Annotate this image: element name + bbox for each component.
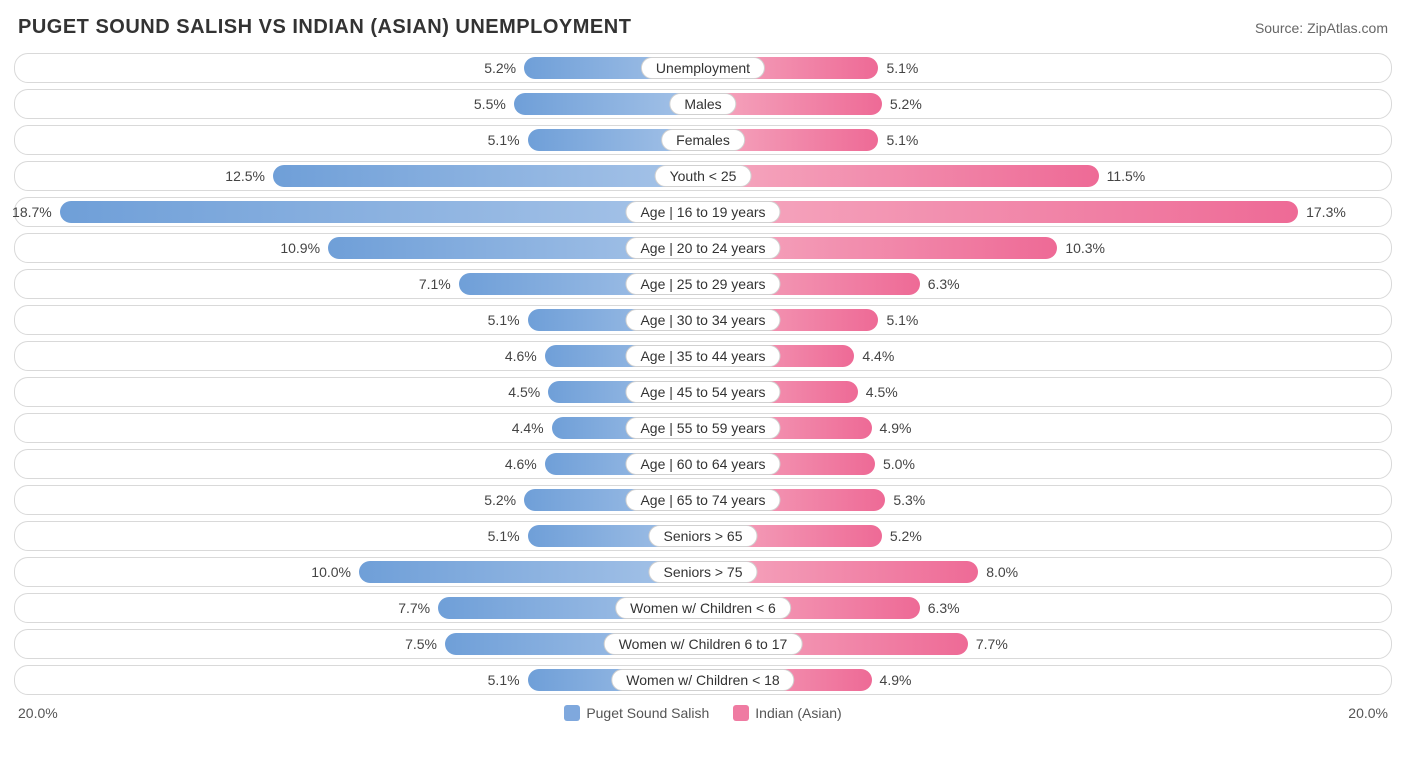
category-label: Age | 65 to 74 years (625, 489, 780, 511)
chart-row: 5.5% 5.2% Males (14, 89, 1392, 119)
value-right: 4.4% (862, 348, 894, 364)
legend: Puget Sound Salish Indian (Asian) (564, 705, 841, 721)
value-left: 10.0% (311, 564, 351, 580)
value-right: 5.2% (890, 96, 922, 112)
chart-footer: 20.0% Puget Sound Salish Indian (Asian) … (14, 701, 1392, 721)
category-label: Age | 16 to 19 years (625, 201, 780, 223)
chart-row: 12.5% 11.5% Youth < 25 (14, 161, 1392, 191)
axis-left-max: 20.0% (18, 705, 58, 721)
category-label: Seniors > 65 (649, 525, 758, 547)
chart-row: 4.5% 4.5% Age | 45 to 54 years (14, 377, 1392, 407)
value-left: 4.5% (508, 384, 540, 400)
value-right: 6.3% (928, 600, 960, 616)
legend-swatch-right (733, 705, 749, 721)
legend-item-right: Indian (Asian) (733, 705, 841, 721)
value-right: 4.9% (880, 672, 912, 688)
value-left: 4.4% (512, 420, 544, 436)
bar-right (703, 165, 1099, 187)
value-left: 5.2% (484, 60, 516, 76)
chart-row: 7.1% 6.3% Age | 25 to 29 years (14, 269, 1392, 299)
chart-row: 10.0% 8.0% Seniors > 75 (14, 557, 1392, 587)
value-left: 4.6% (505, 348, 537, 364)
legend-item-left: Puget Sound Salish (564, 705, 709, 721)
chart-row: 5.1% 5.1% Females (14, 125, 1392, 155)
category-label: Unemployment (641, 57, 765, 79)
value-right: 10.3% (1065, 240, 1105, 256)
value-right: 6.3% (928, 276, 960, 292)
bar-right (703, 201, 1298, 223)
value-right: 5.1% (886, 132, 918, 148)
chart-row: 4.6% 4.4% Age | 35 to 44 years (14, 341, 1392, 371)
category-label: Age | 20 to 24 years (625, 237, 780, 259)
value-right: 4.5% (866, 384, 898, 400)
value-left: 5.1% (488, 132, 520, 148)
chart-row: 10.9% 10.3% Age | 20 to 24 years (14, 233, 1392, 263)
chart-row: 18.7% 17.3% Age | 16 to 19 years (14, 197, 1392, 227)
value-left: 5.5% (474, 96, 506, 112)
value-left: 7.1% (419, 276, 451, 292)
chart-row: 5.1% 5.1% Age | 30 to 34 years (14, 305, 1392, 335)
category-label: Age | 55 to 59 years (625, 417, 780, 439)
axis-right-max: 20.0% (1348, 705, 1388, 721)
chart-row: 5.2% 5.1% Unemployment (14, 53, 1392, 83)
category-label: Seniors > 75 (649, 561, 758, 583)
value-right: 11.5% (1107, 168, 1146, 184)
category-label: Males (669, 93, 736, 115)
value-right: 4.9% (880, 420, 912, 436)
value-right: 5.1% (886, 60, 918, 76)
category-label: Age | 45 to 54 years (625, 381, 780, 403)
chart-row: 7.5% 7.7% Women w/ Children 6 to 17 (14, 629, 1392, 659)
value-left: 5.1% (488, 672, 520, 688)
value-left: 18.7% (12, 204, 52, 220)
value-right: 5.2% (890, 528, 922, 544)
category-label: Women w/ Children < 18 (611, 669, 794, 691)
chart-row: 4.6% 5.0% Age | 60 to 64 years (14, 449, 1392, 479)
value-left: 5.2% (484, 492, 516, 508)
bar-left (60, 201, 703, 223)
value-left: 10.9% (280, 240, 320, 256)
chart-title: PUGET SOUND SALISH VS INDIAN (ASIAN) UNE… (18, 16, 631, 39)
category-label: Age | 30 to 34 years (625, 309, 780, 331)
value-right: 7.7% (976, 636, 1008, 652)
value-left: 4.6% (505, 456, 537, 472)
chart-header: PUGET SOUND SALISH VS INDIAN (ASIAN) UNE… (14, 10, 1392, 53)
value-right: 5.3% (893, 492, 925, 508)
value-left: 7.5% (405, 636, 437, 652)
chart-source: Source: ZipAtlas.com (1255, 20, 1388, 36)
value-left: 12.5% (225, 168, 265, 184)
diverging-bar-chart: 5.2%5.1%Unemployment5.5%5.2%Males5.1%5.1… (14, 53, 1392, 695)
category-label: Youth < 25 (655, 165, 752, 187)
value-left: 5.1% (488, 312, 520, 328)
chart-row: 7.7% 6.3% Women w/ Children < 6 (14, 593, 1392, 623)
legend-label-right: Indian (Asian) (755, 705, 841, 721)
value-right: 8.0% (986, 564, 1018, 580)
legend-label-left: Puget Sound Salish (586, 705, 709, 721)
chart-row: 5.2% 5.3% Age | 65 to 74 years (14, 485, 1392, 515)
bar-left (273, 165, 703, 187)
value-right: 17.3% (1306, 204, 1346, 220)
value-right: 5.0% (883, 456, 915, 472)
category-label: Age | 60 to 64 years (625, 453, 780, 475)
category-label: Age | 35 to 44 years (625, 345, 780, 367)
chart-row: 5.1% 4.9% Women w/ Children < 18 (14, 665, 1392, 695)
value-left: 7.7% (398, 600, 430, 616)
category-label: Women w/ Children 6 to 17 (604, 633, 803, 655)
value-left: 5.1% (488, 528, 520, 544)
legend-swatch-left (564, 705, 580, 721)
value-right: 5.1% (886, 312, 918, 328)
chart-row: 5.1% 5.2% Seniors > 65 (14, 521, 1392, 551)
category-label: Females (661, 129, 745, 151)
category-label: Age | 25 to 29 years (625, 273, 780, 295)
chart-row: 4.4% 4.9% Age | 55 to 59 years (14, 413, 1392, 443)
category-label: Women w/ Children < 6 (615, 597, 791, 619)
